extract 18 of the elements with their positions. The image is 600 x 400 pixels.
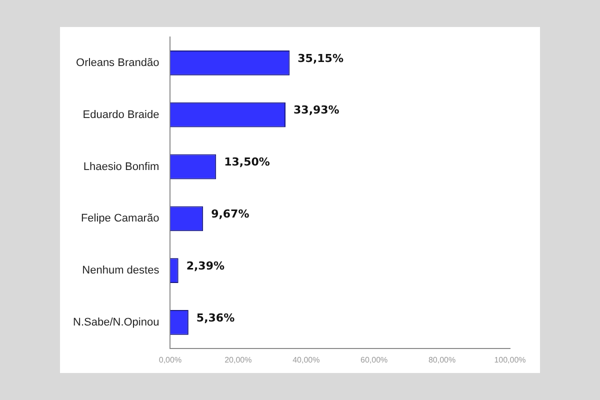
y-tick-label: Felipe Camarão xyxy=(80,212,160,225)
x-tick-label: 80,00% xyxy=(428,355,456,364)
x-tick-label: 40,00% xyxy=(292,355,320,364)
data-label: 9,67% xyxy=(211,208,250,221)
y-tick-label: Nenhum destes xyxy=(82,264,160,277)
y-tick-label: Lhaesio Bonfim xyxy=(83,160,160,173)
y-tick-label: Orleans Brandão xyxy=(76,56,160,69)
data-label: 5,36% xyxy=(196,311,235,324)
data-label: 33,93% xyxy=(294,104,340,117)
data-label: 2,39% xyxy=(186,259,225,272)
y-tick-label: Eduardo Braide xyxy=(82,108,160,121)
data-label: 35,15% xyxy=(298,52,344,65)
x-tick-label: 60,00% xyxy=(360,355,388,364)
data-label: 13,50% xyxy=(224,156,270,169)
y-tick-label: N.Sabe/N.Opinou xyxy=(73,316,160,328)
x-tick-label: 0,00% xyxy=(158,355,182,364)
x-tick-label: 100,00% xyxy=(494,355,526,364)
x-tick-label: 20,00% xyxy=(224,355,252,364)
